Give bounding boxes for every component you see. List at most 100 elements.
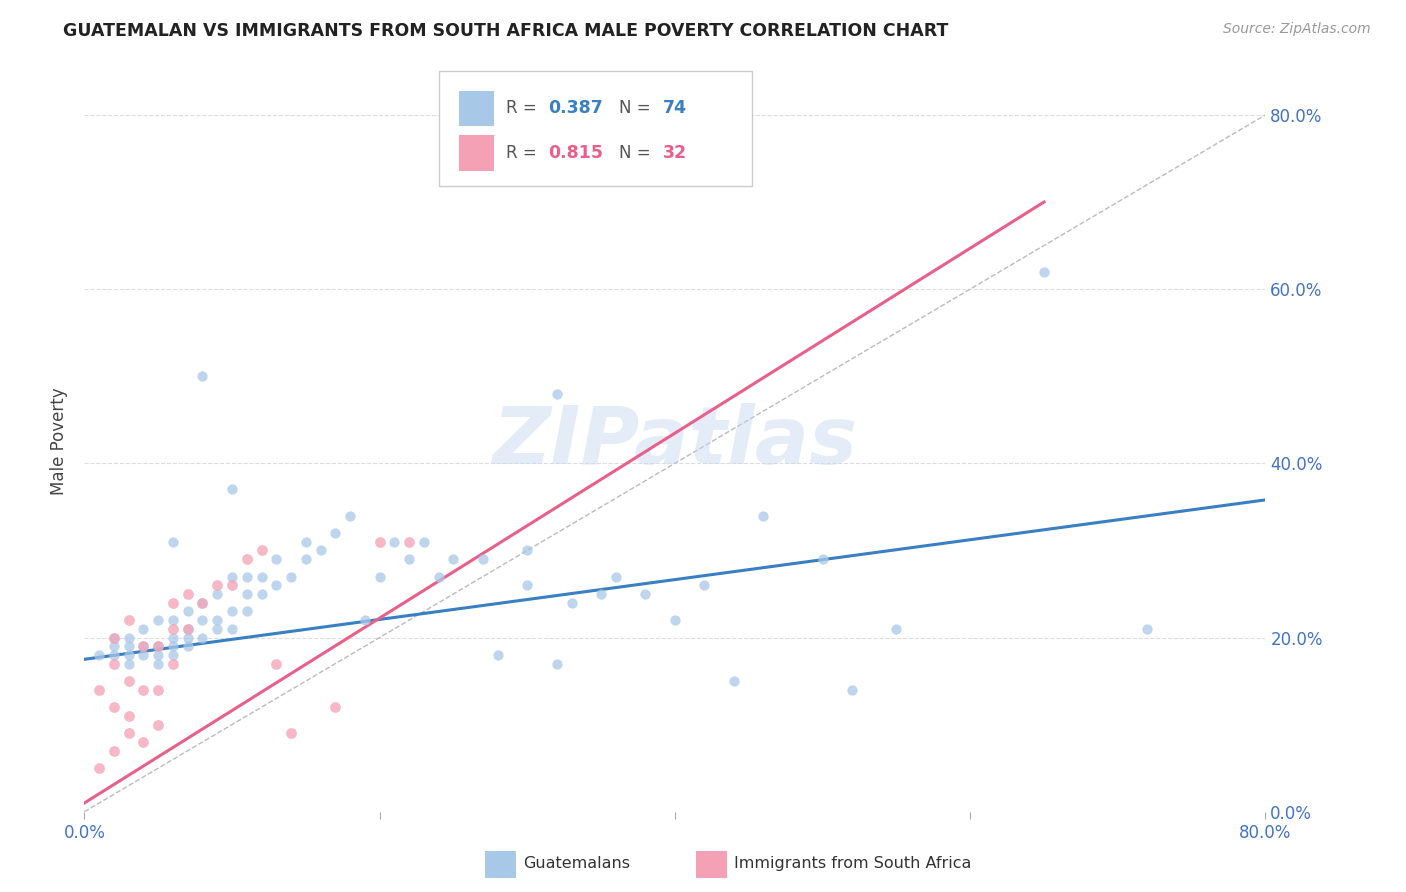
Point	[118, 674, 141, 689]
Point	[560, 596, 583, 610]
Text: 0.815: 0.815	[548, 144, 603, 161]
Point	[162, 596, 184, 610]
Point	[162, 631, 184, 645]
Point	[103, 631, 125, 645]
Point	[205, 578, 228, 592]
Point	[89, 648, 111, 662]
Point	[162, 613, 184, 627]
Point	[148, 648, 170, 662]
Text: Source: ZipAtlas.com: Source: ZipAtlas.com	[1223, 22, 1371, 37]
Point	[236, 569, 259, 583]
Point	[103, 700, 125, 714]
Point	[118, 631, 141, 645]
Point	[236, 587, 259, 601]
Point	[103, 657, 125, 671]
Point	[709, 169, 731, 183]
Point	[191, 369, 214, 384]
Point	[309, 543, 332, 558]
Point	[664, 613, 686, 627]
Point	[177, 587, 200, 601]
Y-axis label: Male Poverty: Male Poverty	[51, 388, 69, 495]
Point	[221, 604, 243, 618]
Text: Guatemalans: Guatemalans	[523, 856, 630, 871]
Point	[382, 534, 406, 549]
Point	[177, 604, 200, 618]
Point	[221, 578, 243, 592]
Text: 0.387: 0.387	[548, 99, 603, 118]
Point	[221, 622, 243, 636]
Point	[221, 483, 243, 497]
Point	[132, 622, 155, 636]
Point	[177, 631, 200, 645]
Point	[148, 657, 170, 671]
Point	[368, 534, 391, 549]
Point	[398, 534, 420, 549]
Point	[162, 622, 184, 636]
Point	[516, 578, 538, 592]
FancyBboxPatch shape	[458, 91, 494, 126]
Point	[132, 682, 155, 697]
Point	[103, 631, 125, 645]
Point	[1136, 622, 1159, 636]
Point	[177, 622, 200, 636]
Point	[118, 613, 141, 627]
Point	[132, 735, 155, 749]
Text: 32: 32	[664, 144, 688, 161]
Point	[472, 552, 495, 566]
Text: ZIPatlas: ZIPatlas	[492, 402, 858, 481]
Point	[177, 639, 200, 653]
FancyBboxPatch shape	[439, 71, 752, 186]
Point	[280, 726, 302, 740]
Point	[1032, 265, 1054, 279]
Point	[148, 613, 170, 627]
Point	[162, 534, 184, 549]
Text: R =: R =	[506, 99, 541, 118]
Point	[132, 639, 155, 653]
Point	[191, 596, 214, 610]
Point	[486, 648, 509, 662]
Point	[295, 534, 318, 549]
Point	[546, 386, 568, 401]
Point	[236, 604, 259, 618]
Text: N =: N =	[620, 144, 657, 161]
Point	[605, 569, 627, 583]
Text: GUATEMALAN VS IMMIGRANTS FROM SOUTH AFRICA MALE POVERTY CORRELATION CHART: GUATEMALAN VS IMMIGRANTS FROM SOUTH AFRI…	[63, 22, 949, 40]
Text: Immigrants from South Africa: Immigrants from South Africa	[734, 856, 972, 871]
Point	[162, 657, 184, 671]
Point	[191, 631, 214, 645]
Point	[323, 700, 347, 714]
Point	[162, 639, 184, 653]
Point	[250, 587, 273, 601]
Point	[264, 657, 288, 671]
Point	[591, 587, 613, 601]
Point	[89, 682, 111, 697]
Point	[205, 613, 228, 627]
Point	[103, 648, 125, 662]
Point	[398, 552, 420, 566]
Point	[295, 552, 318, 566]
Point	[368, 569, 391, 583]
Point	[205, 622, 228, 636]
Point	[177, 622, 200, 636]
Point	[693, 578, 716, 592]
Point	[441, 552, 464, 566]
Text: R =: R =	[506, 144, 541, 161]
Point	[236, 552, 259, 566]
Point	[264, 578, 288, 592]
Point	[323, 526, 347, 541]
Point	[221, 569, 243, 583]
Point	[841, 682, 863, 697]
Point	[250, 543, 273, 558]
Point	[427, 569, 450, 583]
Point	[148, 682, 170, 697]
Point	[118, 648, 141, 662]
Point	[191, 613, 214, 627]
Point	[811, 552, 834, 566]
Point	[89, 761, 111, 775]
Point	[118, 639, 141, 653]
Point	[148, 717, 170, 731]
Point	[118, 657, 141, 671]
Point	[132, 648, 155, 662]
Point	[103, 639, 125, 653]
Point	[264, 552, 288, 566]
